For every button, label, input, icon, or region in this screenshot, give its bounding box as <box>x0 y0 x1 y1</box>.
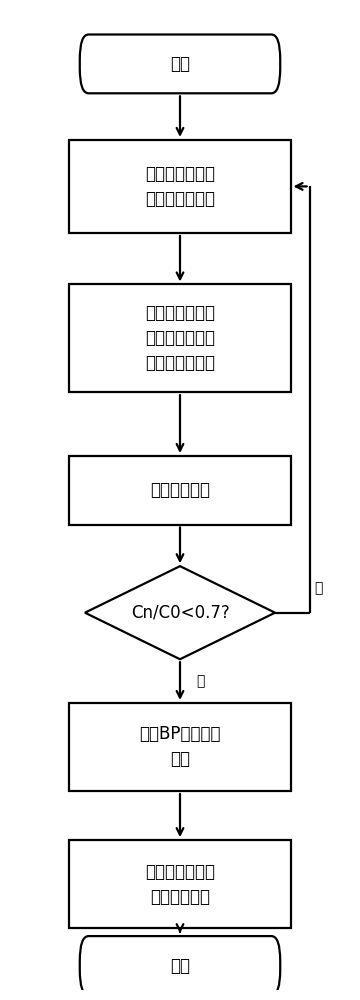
FancyBboxPatch shape <box>80 936 280 995</box>
Bar <box>69 703 291 791</box>
Text: 开始: 开始 <box>170 55 190 73</box>
Text: 进行容量评测、
充电内阻评测以
及放电内阻评测: 进行容量评测、 充电内阻评测以 及放电内阻评测 <box>145 304 215 372</box>
Bar <box>69 840 291 928</box>
Text: Cn/C0<0.7?: Cn/C0<0.7? <box>131 604 229 622</box>
Text: 划分劣化等级: 划分劣化等级 <box>150 481 210 499</box>
Text: 取在线样本参数
进行劣化评测: 取在线样本参数 进行劣化评测 <box>145 863 215 906</box>
Polygon shape <box>85 566 275 659</box>
Text: 否: 否 <box>314 581 323 595</box>
Text: 对锂离子电池进
行循环老化测试: 对锂离子电池进 行循环老化测试 <box>145 165 215 208</box>
Bar <box>69 456 291 524</box>
Text: 是: 是 <box>197 674 205 688</box>
Bar <box>69 284 291 392</box>
Text: 构建BP神经网络
模型: 构建BP神经网络 模型 <box>139 725 221 768</box>
FancyBboxPatch shape <box>80 35 280 93</box>
Text: 结束: 结束 <box>170 956 190 974</box>
Bar <box>69 140 291 233</box>
